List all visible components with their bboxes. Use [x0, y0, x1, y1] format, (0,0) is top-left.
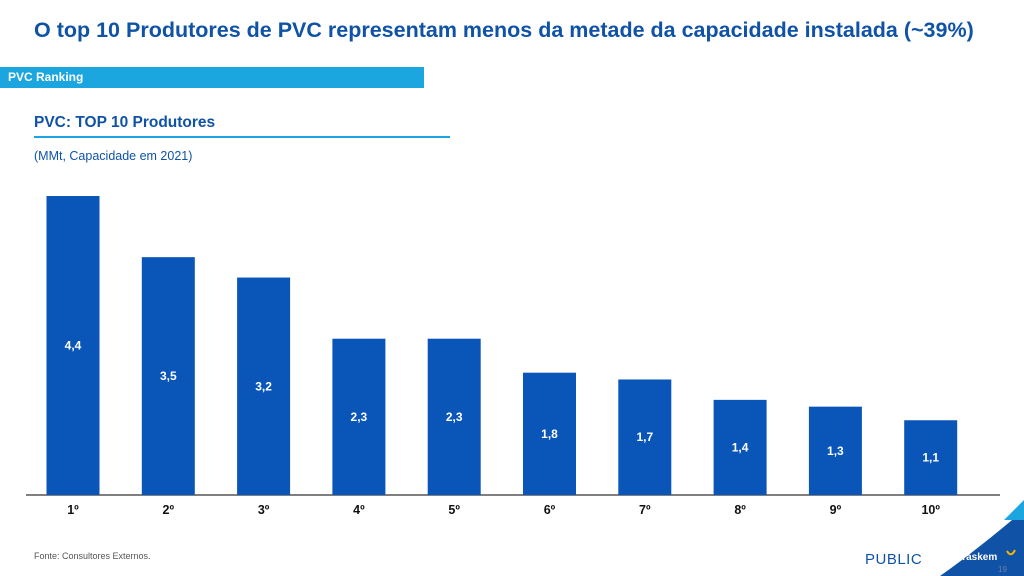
section-label: PVC Ranking — [8, 70, 84, 84]
bar — [618, 379, 672, 495]
bar-value-label: 2,3 — [446, 410, 463, 424]
bar-value-label: 3,2 — [255, 379, 272, 393]
source-footnote: Fonte: Consultores Externos. — [34, 551, 151, 561]
classification-label: PUBLIC — [865, 551, 923, 568]
x-tick-label: 3º — [258, 503, 270, 517]
brand-logo: Braskem — [955, 552, 998, 563]
bar — [713, 399, 767, 495]
x-tick-label: 8º — [734, 503, 746, 517]
bar-value-label: 1,1 — [922, 451, 939, 465]
brand-logo-mark — [1006, 549, 1016, 556]
bar — [427, 338, 481, 495]
page-number: 19 — [998, 565, 1007, 574]
section-banner: PVC Ranking — [0, 67, 424, 88]
bar-value-label: 1,3 — [827, 444, 844, 458]
bar — [523, 372, 576, 495]
bar-value-label: 1,8 — [541, 427, 558, 441]
bar — [904, 420, 958, 495]
x-tick-label: 2º — [163, 503, 175, 517]
x-tick-label: 10º — [921, 503, 940, 517]
bar — [141, 257, 195, 495]
chart-title: PVC: TOP 10 Produtores — [34, 114, 216, 131]
x-tick-label: 9º — [830, 503, 842, 517]
x-tick-label: 4º — [353, 503, 365, 517]
x-tick-label: 5º — [448, 503, 460, 517]
bar-value-label: 1,4 — [732, 440, 749, 454]
bar-value-label: 4,4 — [65, 339, 82, 353]
bar — [808, 406, 862, 495]
x-tick-label: 1º — [67, 503, 79, 517]
brand-swoosh — [940, 500, 1024, 576]
chart-title-underline — [34, 136, 450, 138]
chart-subtitle: (MMt, Capacidade em 2021) — [34, 149, 193, 163]
bar-value-label: 1,7 — [636, 430, 653, 444]
page-title: O top 10 Produtores de PVC representam m… — [34, 18, 974, 42]
bar-value-label: 2,3 — [351, 410, 368, 424]
bar-value-label: 3,5 — [160, 369, 177, 383]
x-tick-label: 6º — [544, 503, 556, 517]
x-tick-label: 7º — [639, 503, 651, 517]
bar — [332, 338, 386, 495]
bar — [237, 277, 291, 495]
bar — [46, 196, 100, 495]
